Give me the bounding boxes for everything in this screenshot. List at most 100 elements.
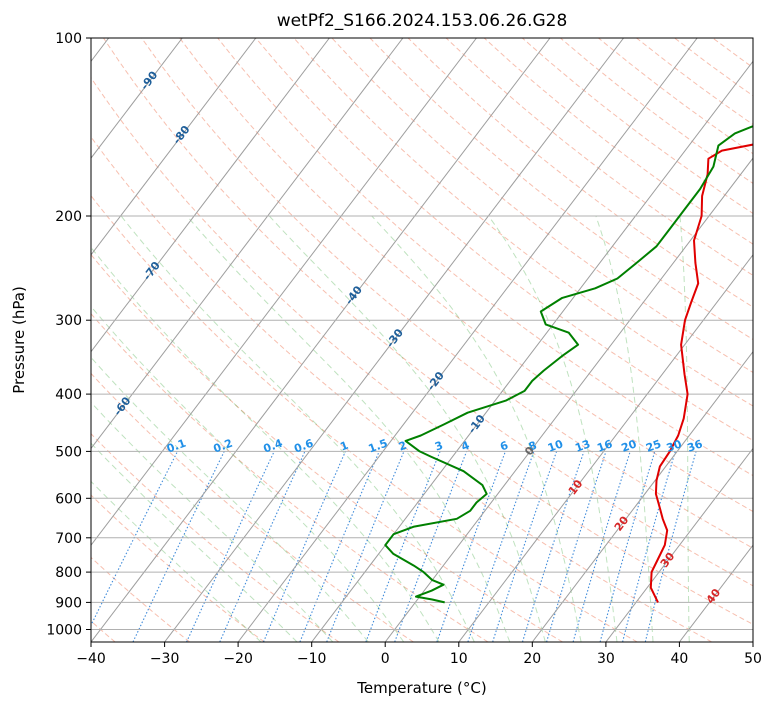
pressure-gridlines <box>91 38 753 630</box>
chart-title: wetPf2_S166.2024.153.06.26.G28 <box>277 11 568 31</box>
isotherm-label: -10 <box>466 412 489 436</box>
x-tick-label: −20 <box>223 651 253 667</box>
mixing-ratio-label: 30 <box>665 437 684 455</box>
dewpoint-profile-line <box>384 125 753 604</box>
mixing-ratio-label: 4 <box>460 439 472 454</box>
isotherm-line <box>237 38 698 642</box>
mixing-ratio-line <box>186 451 275 642</box>
temperature-profile-line <box>649 143 753 603</box>
in-plot-labels: 0.1 0.2 0.4 0.6 1 1.5 2 3 4 6 8 10 13 16 20 25 30 36 -90 -8… <box>111 68 723 606</box>
mixing-ratio-line <box>492 451 558 642</box>
profile-series <box>384 125 753 604</box>
x-tick-label: −10 <box>297 651 327 667</box>
y-tick-label: 300 <box>55 313 82 329</box>
dry-adiabat-line <box>141 38 753 549</box>
isotherm-line <box>605 447 753 642</box>
isotherm-label: -40 <box>343 283 366 307</box>
isotherm-label: 20 <box>612 513 632 533</box>
x-tick-label: 10 <box>450 651 468 667</box>
y-tick-label: 900 <box>55 595 82 611</box>
isotherm-label: 10 <box>566 477 586 497</box>
mixing-ratio-line <box>572 451 631 642</box>
isotherms <box>91 38 753 642</box>
x-tick-label: 20 <box>523 651 541 667</box>
mixing-ratio-line <box>262 451 347 642</box>
mixing-ratio-label: 1.5 <box>367 437 390 456</box>
moist-adiabat-line <box>679 215 690 642</box>
mixing-ratio-label: 25 <box>644 437 663 454</box>
mixing-ratio-label: 16 <box>595 437 614 455</box>
x-tick-label: 40 <box>670 651 688 667</box>
moist-adiabat-line <box>186 215 511 642</box>
dry-adiabat-line <box>91 136 713 642</box>
isotherm-line <box>458 254 753 642</box>
dry-adiabat-line <box>636 38 753 126</box>
isotherm-line <box>91 38 551 642</box>
y-tick-label: 800 <box>55 565 82 581</box>
x-tick-label: 0 <box>381 651 390 667</box>
y-tick-label: 100 <box>55 31 82 47</box>
axes: −40 −30 −20 −10 0 10 20 30 40 5010020030040050060… <box>46 31 762 667</box>
isotherm-line <box>752 641 753 642</box>
x-tick-label: −30 <box>150 651 180 667</box>
y-tick-label: 400 <box>55 387 82 403</box>
mixing-ratio-line <box>326 451 405 642</box>
dry-adiabat-line <box>91 253 563 642</box>
dry-adiabat-line <box>407 38 753 308</box>
dry-adiabat-line <box>179 38 753 513</box>
y-tick-label: 500 <box>55 444 82 460</box>
dry-adiabat-line <box>369 38 753 341</box>
dry-adiabat-line <box>750 38 753 41</box>
isotherm-line <box>91 38 330 353</box>
moist-adiabat-line <box>91 480 262 642</box>
isotherm-line <box>91 38 404 450</box>
y-axis-label: Pressure (hPa) <box>10 286 28 394</box>
moist-adiabat-line <box>595 215 654 642</box>
mixing-ratio-label: 2 <box>397 439 409 454</box>
isotherm-line <box>384 157 753 642</box>
mixing-ratio-line <box>365 451 441 642</box>
mixing-ratio-line <box>599 451 656 642</box>
mixing-ratio-label: 1 <box>338 439 350 454</box>
moist-adiabat-line <box>488 215 618 642</box>
dry-adiabat-line <box>91 76 753 625</box>
mixing-ratio-label: 36 <box>685 437 704 455</box>
dry-adiabat-line <box>331 38 753 373</box>
isotherm-line <box>91 38 257 256</box>
isotherm-line <box>531 350 753 642</box>
dry-adiabat-line <box>91 372 414 642</box>
y-tick-label: 700 <box>55 531 82 547</box>
mixing-ratio-label: 3 <box>433 439 445 454</box>
dry-adiabat-line <box>712 38 753 69</box>
mixing-ratio-label: 0.2 <box>212 437 235 456</box>
mixing-ratio-label: 0.1 <box>165 437 188 456</box>
mixing-ratio-line <box>546 451 607 642</box>
x-tick-label: 50 <box>744 651 762 667</box>
dry-adiabat-line <box>91 494 265 642</box>
mixing-ratio-label: 6 <box>498 439 510 454</box>
moist-adiabats <box>91 215 690 642</box>
isotherm-line <box>679 544 753 642</box>
mixing-ratio-label: 10 <box>546 437 565 455</box>
mixing-ratio-line <box>394 451 468 642</box>
y-tick-label: 1000 <box>46 623 82 639</box>
isotherm-label: 40 <box>704 586 724 606</box>
dry-adiabat-line <box>91 194 638 642</box>
mixing-ratio-line <box>219 451 306 642</box>
moist-adiabat-line <box>91 356 369 642</box>
moist-adiabat-line <box>91 442 298 642</box>
dry-adiabat-line <box>91 556 191 642</box>
mixing-ratio-label: 13 <box>573 437 592 454</box>
isotherm-label: -90 <box>138 68 161 92</box>
mixing-ratio-label: 0.6 <box>292 437 315 456</box>
mixing-ratio-line <box>132 451 225 642</box>
mixing-ratio-line <box>521 451 585 642</box>
moist-adiabat-line <box>268 215 546 642</box>
dry-adiabat-line <box>674 38 753 97</box>
dry-adiabat-line <box>217 38 753 477</box>
moist-adiabat-line <box>120 215 475 642</box>
mixing-ratio-label: 20 <box>620 437 639 455</box>
dry-adiabat-line <box>103 38 753 587</box>
mixing-ratio-label: 0.4 <box>262 437 285 456</box>
